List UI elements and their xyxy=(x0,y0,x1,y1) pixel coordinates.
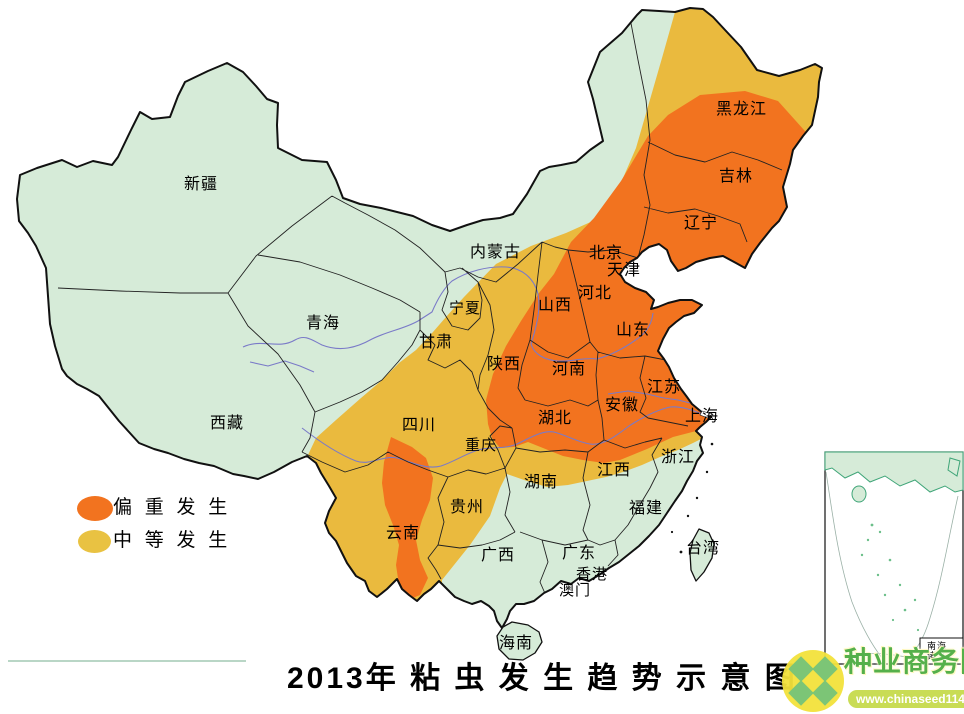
inset-taiwan xyxy=(947,457,961,477)
province-label-tianjin: 天津 xyxy=(607,262,642,279)
province-label-hunan: 湖南 xyxy=(524,474,559,491)
inset-label-nanhai: 南海诸岛 xyxy=(927,641,948,661)
divider-line xyxy=(8,660,246,662)
province-label-shanxi: 山西 xyxy=(538,297,573,314)
china-outline xyxy=(16,7,823,629)
province-label-jiangxi: 江西 xyxy=(597,462,632,479)
province-label-yunnan: 云南 xyxy=(386,525,421,542)
legend-label-heavy: 偏 重 发 生 xyxy=(113,497,232,518)
watermark: 种业商务网 www.chinaseed114.com xyxy=(780,644,964,714)
coastal-islands xyxy=(670,442,714,554)
south-china-sea-inset xyxy=(824,451,964,665)
province-label-gansu: 甘肃 xyxy=(419,334,454,351)
province-label-xizang: 西藏 xyxy=(210,415,245,432)
province-label-xinjiang: 新疆 xyxy=(184,176,219,193)
taiwan-island xyxy=(689,528,715,582)
legend-label-moderate: 中 等 发 生 xyxy=(113,530,232,551)
province-label-qinghai: 青海 xyxy=(306,315,341,332)
province-label-macau: 澳门 xyxy=(559,583,592,599)
china-mainland xyxy=(17,8,822,628)
province-label-guangxi: 广西 xyxy=(481,547,516,564)
province-label-jilin: 吉林 xyxy=(719,168,754,185)
province-label-sichuan: 四川 xyxy=(402,417,437,434)
province-label-neimenggu: 内蒙古 xyxy=(470,244,522,261)
province-label-chongqing: 重庆 xyxy=(465,438,498,454)
inset-coastline xyxy=(824,451,964,493)
legend-swatch-heavy xyxy=(77,496,113,521)
hainan-island xyxy=(496,621,543,661)
province-label-henan: 河南 xyxy=(552,361,587,378)
watermark-logo-icon xyxy=(782,650,844,712)
province-label-hubei: 湖北 xyxy=(538,410,573,427)
inset-label-box xyxy=(919,637,964,665)
legend-swatch-moderate xyxy=(78,530,111,553)
inset-boundary-lines xyxy=(825,471,959,659)
province-label-beijing: 北京 xyxy=(589,245,624,262)
province-label-heilongjiang: 黑龙江 xyxy=(716,101,768,118)
province-label-hebei: 河北 xyxy=(578,285,613,302)
province-label-zhejiang: 浙江 xyxy=(661,449,696,466)
province-label-guizhou: 贵州 xyxy=(450,499,485,516)
province-label-hainan: 海南 xyxy=(499,635,534,652)
province-label-shandong: 山东 xyxy=(616,322,651,339)
province-label-shaanxi: 陕西 xyxy=(487,356,522,373)
province-label-guangdong: 广东 xyxy=(562,545,597,562)
page-title: 2013年 粘 虫 发 生 趋 势 示 意 图 xyxy=(287,662,798,695)
inset-islands xyxy=(860,523,920,632)
zone-heavy-yunnan-strip xyxy=(382,437,433,600)
watermark-url: www.chinaseed114.com xyxy=(848,690,964,708)
huai-river xyxy=(607,390,691,404)
province-borders xyxy=(57,17,783,599)
watermark-site-name: 种业商务网 xyxy=(844,646,964,677)
province-label-jiangsu: 江苏 xyxy=(647,379,682,396)
province-label-anhui: 安徽 xyxy=(605,397,640,414)
province-label-hongkong: 香港 xyxy=(576,567,609,583)
inset-hainan xyxy=(851,485,867,503)
yangtze-river xyxy=(301,406,703,468)
province-label-ningxia: 宁夏 xyxy=(449,301,482,317)
province-label-taiwan: 台湾 xyxy=(686,540,721,557)
qinghai-river xyxy=(249,360,315,373)
province-label-shanghai: 上海 xyxy=(685,408,720,425)
province-label-fujian: 福建 xyxy=(629,500,664,517)
province-label-liaoning: 辽宁 xyxy=(684,215,719,232)
chongming-island xyxy=(699,410,713,419)
